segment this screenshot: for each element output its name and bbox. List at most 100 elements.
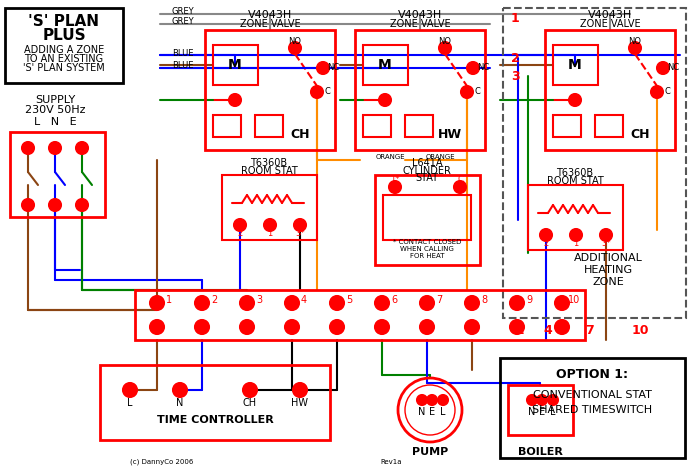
Circle shape bbox=[527, 395, 537, 405]
Text: 3*: 3* bbox=[601, 240, 611, 249]
Bar bbox=[213, 115, 241, 137]
Circle shape bbox=[195, 320, 209, 334]
Circle shape bbox=[240, 296, 254, 310]
Text: T6360B: T6360B bbox=[556, 168, 593, 178]
Circle shape bbox=[173, 383, 187, 397]
Circle shape bbox=[123, 383, 137, 397]
Text: FOR HEAT: FOR HEAT bbox=[410, 253, 444, 259]
Text: HW: HW bbox=[438, 129, 462, 141]
Circle shape bbox=[330, 296, 344, 310]
Circle shape bbox=[570, 229, 582, 241]
Text: ORANGE: ORANGE bbox=[425, 154, 455, 160]
Text: (c) DannyCo 2006: (c) DannyCo 2006 bbox=[130, 459, 193, 465]
Text: L: L bbox=[550, 407, 555, 417]
Text: 3: 3 bbox=[511, 70, 520, 82]
Text: NC: NC bbox=[667, 64, 679, 73]
Text: 8: 8 bbox=[481, 295, 487, 305]
Circle shape bbox=[461, 86, 473, 98]
Circle shape bbox=[389, 181, 401, 193]
Text: TO AN EXISTING: TO AN EXISTING bbox=[24, 54, 104, 64]
Circle shape bbox=[379, 94, 391, 106]
Text: 4: 4 bbox=[301, 295, 307, 305]
Circle shape bbox=[317, 62, 329, 74]
Text: PLUS: PLUS bbox=[42, 28, 86, 43]
Text: 'S' PLAN: 'S' PLAN bbox=[28, 15, 99, 29]
Circle shape bbox=[439, 42, 451, 54]
Text: 5: 5 bbox=[346, 295, 352, 305]
Circle shape bbox=[375, 320, 389, 334]
Text: BOILER: BOILER bbox=[518, 447, 562, 457]
Text: * CONTACT CLOSED: * CONTACT CLOSED bbox=[393, 239, 461, 245]
Text: SUPPLY: SUPPLY bbox=[35, 95, 75, 105]
Circle shape bbox=[285, 296, 299, 310]
Circle shape bbox=[49, 142, 61, 154]
Bar bbox=[508, 385, 573, 435]
Text: CH: CH bbox=[243, 398, 257, 408]
Bar bbox=[363, 115, 391, 137]
Text: ZONE VALVE: ZONE VALVE bbox=[580, 19, 640, 29]
Text: 4: 4 bbox=[544, 323, 553, 336]
Circle shape bbox=[49, 199, 61, 211]
Text: 10: 10 bbox=[568, 295, 580, 305]
Text: NC: NC bbox=[327, 64, 339, 73]
Bar bbox=[363, 45, 408, 85]
Text: L: L bbox=[440, 407, 446, 417]
Text: 10: 10 bbox=[631, 323, 649, 336]
Circle shape bbox=[76, 142, 88, 154]
Circle shape bbox=[285, 320, 299, 334]
Text: SHARED TIMESWITCH: SHARED TIMESWITCH bbox=[532, 405, 652, 415]
Circle shape bbox=[243, 383, 257, 397]
Text: 2: 2 bbox=[544, 240, 549, 249]
Circle shape bbox=[540, 229, 552, 241]
Text: L641A: L641A bbox=[412, 158, 442, 168]
Circle shape bbox=[375, 296, 389, 310]
Text: 1: 1 bbox=[573, 240, 579, 249]
Bar bbox=[5, 8, 123, 83]
Circle shape bbox=[600, 229, 612, 241]
Text: N: N bbox=[529, 407, 535, 417]
Circle shape bbox=[657, 62, 669, 74]
Text: M: M bbox=[378, 58, 392, 72]
Text: CONVENTIONAL STAT: CONVENTIONAL STAT bbox=[533, 390, 651, 400]
Circle shape bbox=[454, 181, 466, 193]
Circle shape bbox=[150, 320, 164, 334]
Circle shape bbox=[289, 42, 301, 54]
Bar bbox=[528, 185, 623, 250]
Bar bbox=[595, 115, 623, 137]
Text: 3*: 3* bbox=[295, 229, 305, 239]
Bar bbox=[405, 115, 433, 137]
Text: NO: NO bbox=[629, 37, 642, 45]
Circle shape bbox=[555, 320, 569, 334]
Text: STAT: STAT bbox=[415, 173, 439, 183]
Text: E: E bbox=[539, 407, 545, 417]
Bar bbox=[375, 175, 480, 265]
Text: GREY: GREY bbox=[172, 7, 195, 16]
Text: 3: 3 bbox=[256, 295, 262, 305]
Text: 2: 2 bbox=[515, 323, 524, 336]
Bar bbox=[213, 45, 258, 85]
Text: C: C bbox=[664, 88, 670, 96]
Bar bbox=[500, 358, 685, 458]
Circle shape bbox=[629, 42, 641, 54]
Circle shape bbox=[465, 296, 479, 310]
Text: V4043H: V4043H bbox=[588, 10, 632, 20]
Text: OPTION 1:: OPTION 1: bbox=[556, 368, 628, 381]
Bar bbox=[222, 175, 317, 240]
Text: 7: 7 bbox=[586, 323, 594, 336]
Circle shape bbox=[195, 296, 209, 310]
Text: PUMP: PUMP bbox=[412, 447, 448, 457]
Bar bbox=[355, 30, 485, 150]
Text: C: C bbox=[324, 88, 330, 96]
Text: L: L bbox=[127, 398, 132, 408]
Text: NO: NO bbox=[288, 37, 302, 45]
Circle shape bbox=[569, 94, 581, 106]
Text: C: C bbox=[474, 88, 480, 96]
Text: BLUE: BLUE bbox=[172, 49, 193, 58]
Circle shape bbox=[548, 395, 558, 405]
Text: NC: NC bbox=[477, 64, 489, 73]
Text: 9: 9 bbox=[526, 295, 532, 305]
Text: HEATING: HEATING bbox=[584, 265, 633, 275]
Text: ZONE: ZONE bbox=[592, 277, 624, 287]
Circle shape bbox=[150, 296, 164, 310]
Circle shape bbox=[417, 395, 427, 405]
